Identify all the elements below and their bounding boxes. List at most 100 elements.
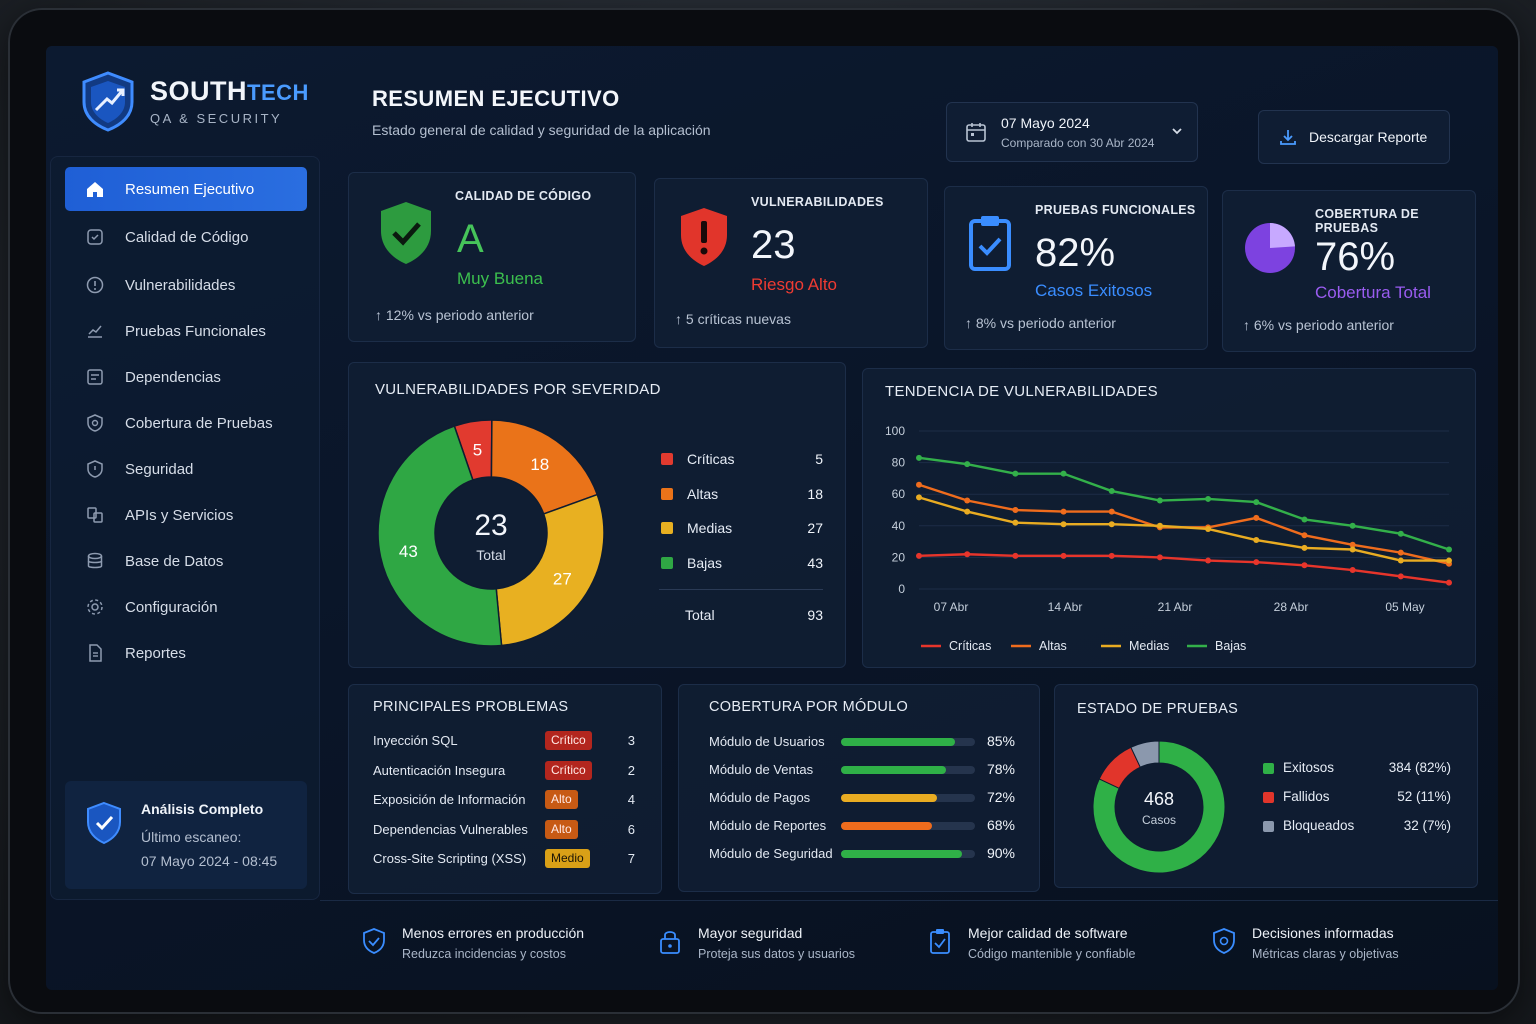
download-report-button[interactable]: Descargar Reporte bbox=[1258, 110, 1450, 164]
problem-row[interactable]: Cross-Site Scripting (XSS) Medio 7 bbox=[373, 848, 635, 870]
data-point bbox=[1397, 549, 1404, 556]
problem-name: Autenticación Insegura bbox=[373, 762, 506, 778]
problems-card: PRINCIPALES PROBLEMAS Inyección SQL Críti… bbox=[348, 684, 662, 894]
donut-slice-label: 18 bbox=[530, 455, 549, 474]
data-point bbox=[916, 552, 922, 559]
progress-track bbox=[841, 822, 975, 830]
legend-value: 27 bbox=[807, 520, 823, 536]
problem-row[interactable]: Autenticación Insegura Crítico 2 bbox=[373, 760, 635, 782]
donut-center-label: Total bbox=[476, 547, 506, 563]
legend-value: 52 (11%) bbox=[1397, 789, 1451, 804]
data-point bbox=[1205, 557, 1212, 564]
shield-check-icon bbox=[381, 202, 431, 264]
problem-name: Dependencias Vulnerables bbox=[373, 821, 528, 837]
gear-icon bbox=[87, 599, 103, 615]
data-point bbox=[1301, 532, 1308, 539]
page-title: RESUMEN EJECUTIVO bbox=[372, 86, 620, 111]
sidebar: Resumen Ejecutivo Calidad de Código Vuln… bbox=[50, 156, 320, 900]
kpi-card-tests: PRUEBAS FUNCIONALES 82% Casos Exitosos ↑… bbox=[944, 186, 1208, 350]
kpi-trend: ↑ 6% vs periodo anterior bbox=[1243, 317, 1394, 333]
legend-label: Bajas bbox=[1215, 639, 1246, 653]
shield-chart-icon bbox=[1213, 928, 1235, 954]
pie-chart-icon bbox=[1245, 223, 1295, 273]
progress-track bbox=[841, 738, 975, 746]
shield-icon bbox=[87, 460, 103, 478]
legend-value: 43 bbox=[807, 554, 823, 571]
legend-swatch bbox=[1263, 792, 1274, 803]
date-picker[interactable]: 07 Mayo 2024 Comparado con 30 Abr 2024 bbox=[946, 102, 1198, 162]
sidebar-item-dependencias[interactable]: Dependencias bbox=[65, 355, 307, 399]
legend-value: 32 (7%) bbox=[1403, 818, 1451, 833]
sidebar-item-reportes[interactable]: Reportes bbox=[65, 631, 307, 675]
kpi-status: Cobertura Total bbox=[1315, 283, 1431, 302]
donut-slice-3 bbox=[377, 425, 503, 647]
sidebar-item-calidad[interactable]: Calidad de Código bbox=[65, 215, 307, 259]
progress-fill bbox=[841, 766, 946, 774]
data-point bbox=[1349, 522, 1356, 529]
sidebar-item-apis[interactable]: APIs y Servicios bbox=[65, 493, 307, 537]
y-tick-label: 100 bbox=[885, 424, 905, 438]
sidebar-item-pruebas[interactable]: Pruebas Funcionales bbox=[65, 309, 307, 353]
y-tick-label: 80 bbox=[892, 456, 906, 470]
problem-row[interactable]: Inyección SQL Crítico 3 bbox=[373, 730, 635, 752]
sidebar-item-seguridad[interactable]: Seguridad bbox=[65, 447, 307, 491]
monitor-bezel: SOUTHTECH QA & SECURITY RESUMEN EJECUTIV… bbox=[8, 8, 1520, 1014]
trend-title: TENDENCIA DE VULNERABILIDADES bbox=[885, 383, 1158, 400]
donut-slice-2 bbox=[1130, 740, 1160, 768]
data-point bbox=[1108, 552, 1115, 559]
kpi-value: 76% bbox=[1315, 235, 1396, 279]
severity-badge: Medio bbox=[545, 849, 590, 868]
data-point bbox=[1060, 521, 1067, 528]
progress-fill bbox=[841, 794, 938, 802]
sidebar-item-resumen[interactable]: Resumen Ejecutivo bbox=[65, 167, 307, 211]
data-point bbox=[1301, 562, 1308, 569]
module-name: Módulo de Reportes bbox=[709, 818, 827, 833]
data-point bbox=[1156, 497, 1163, 504]
data-point bbox=[1156, 554, 1163, 561]
data-point bbox=[1446, 557, 1452, 564]
data-point bbox=[1060, 470, 1067, 477]
code-quality-icon bbox=[87, 229, 103, 245]
sidebar-item-base-datos[interactable]: Base de Datos bbox=[65, 539, 307, 583]
data-point bbox=[1108, 521, 1115, 528]
problem-row[interactable]: Exposición de Información Alto 4 bbox=[373, 789, 635, 811]
donut-slice-0 bbox=[1092, 740, 1226, 874]
module-percent: 68% bbox=[986, 817, 1015, 833]
brand-logo: SOUTHTECH QA & SECURITY bbox=[80, 70, 309, 132]
module-percent: 85% bbox=[986, 733, 1015, 749]
kpi-value: 23 bbox=[751, 223, 796, 267]
coverage-icon bbox=[87, 414, 103, 432]
kpi-card-vulnerabilities: VULNERABILIDADES 23 Riesgo Alto ↑ 5 crít… bbox=[654, 178, 928, 348]
test-center-label: Casos bbox=[1141, 813, 1176, 827]
problem-row[interactable]: Dependencias Vulnerables Alto 6 bbox=[373, 819, 635, 841]
severity-title: VULNERABILIDADES POR SEVERIDAD bbox=[375, 381, 661, 398]
legend-label: Medias bbox=[687, 520, 733, 536]
data-point bbox=[964, 497, 971, 504]
database-icon bbox=[87, 552, 103, 569]
kpi-label: PRUEBAS FUNCIONALES bbox=[1035, 203, 1196, 217]
x-tick-label: 14 Abr bbox=[1048, 600, 1083, 614]
kpi-value: A bbox=[457, 217, 484, 261]
series-line-1 bbox=[918, 483, 1450, 565]
clipboard-check-icon bbox=[930, 929, 950, 954]
problem-count: 4 bbox=[627, 792, 635, 807]
sidebar-item-configuracion[interactable]: Configuración bbox=[65, 585, 307, 629]
sidebar-item-cobertura[interactable]: Cobertura de Pruebas bbox=[65, 401, 307, 445]
sidebar-item-vulnerabilidades[interactable]: Vulnerabilidades bbox=[65, 263, 307, 307]
data-point bbox=[1349, 567, 1356, 574]
package-icon bbox=[87, 369, 103, 385]
donut-slice-1 bbox=[490, 419, 599, 515]
shield-logo-icon bbox=[82, 71, 134, 132]
data-point bbox=[1253, 499, 1260, 506]
legend-swatch bbox=[661, 453, 673, 465]
progress-track bbox=[841, 850, 975, 858]
test-legend-item: Bloqueados 32 (7%) bbox=[1263, 817, 1451, 837]
data-point bbox=[1012, 519, 1019, 526]
legend-total-label: Total bbox=[685, 607, 715, 623]
kpi-label: CALIDAD DE CÓDIGO bbox=[455, 189, 592, 203]
x-tick-label: 07 Abr bbox=[934, 600, 969, 614]
data-point bbox=[964, 461, 971, 468]
legend-label: Críticas bbox=[687, 451, 735, 467]
legend-label: Bloqueados bbox=[1283, 818, 1355, 833]
problem-count: 6 bbox=[627, 821, 635, 837]
